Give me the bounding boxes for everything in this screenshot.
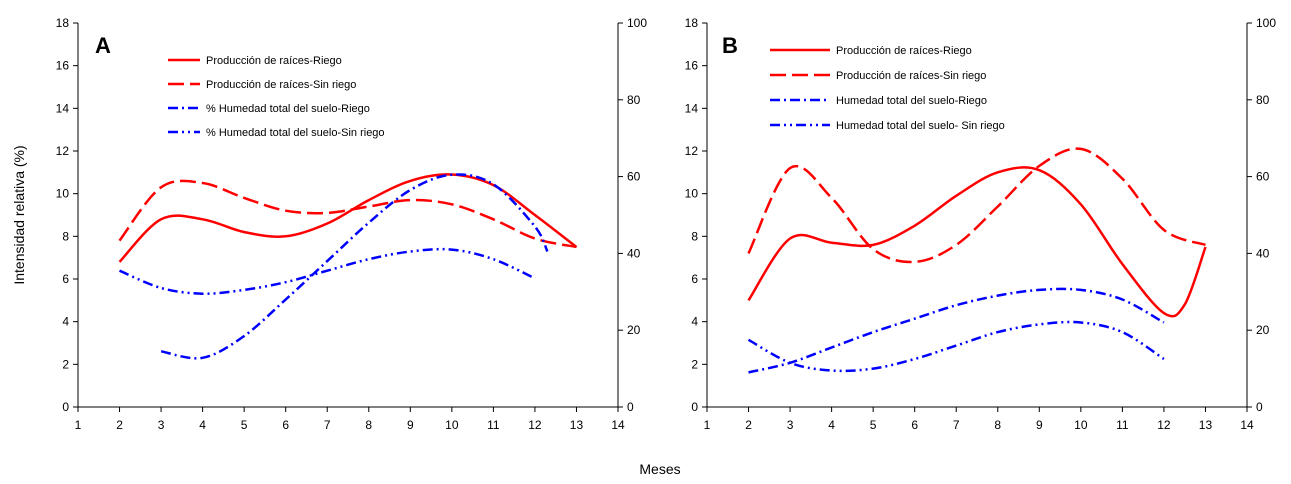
p2-x-tick-label: 7: [953, 418, 960, 432]
p1-panel-letter: A: [95, 33, 111, 58]
p1-legend-label-4: % Humedad total del suelo-Sin riego: [206, 127, 385, 139]
p1-y-tick-label: 14: [56, 101, 70, 115]
p2-x-tick-label: 4: [828, 418, 835, 432]
p1-x-tick-label: 5: [241, 418, 248, 432]
chart-panel-b: 1 2 3 4 5 6 7 8 9 10 11 12 13 14024681012141618020406…: [685, 16, 1277, 432]
p2-x-tick-label: 11: [1116, 418, 1129, 432]
p1-legend-label-3: % Humedad total del suelo-Riego: [206, 103, 370, 115]
p2-series-line-1: [747, 166, 1207, 318]
p1-series-line-2: [118, 179, 577, 249]
p1-x-tick-label: 14: [611, 418, 625, 432]
p2-x-tick-label: 13: [1199, 418, 1213, 432]
p2-x-tick-label: 3: [787, 418, 794, 432]
p2-panel-letter: B: [722, 33, 738, 58]
p1-legend-label-2: Producción de raíces-Sin riego: [206, 79, 356, 91]
p2-y-tick-label: 0: [691, 400, 698, 414]
p1-y-tick-label: 8: [62, 229, 69, 243]
p2-y2-tick-label: 60: [1256, 170, 1270, 184]
p1-x-tick-label: 9: [407, 418, 414, 432]
p1-y-tick-label: 16: [56, 59, 70, 73]
p1-y2-tick-label: 100: [627, 16, 647, 30]
p1-y2-tick-label: 40: [627, 246, 641, 260]
p1-x-tick-label: 1: [75, 418, 82, 432]
p1-x-tick-label: 7: [324, 418, 331, 432]
p2-y-tick-label: 4: [691, 315, 698, 329]
p2-x-tick-label: 8: [994, 418, 1001, 432]
p2-y-tick-label: 12: [685, 144, 699, 158]
chart-panel-a: 1 2 3 4 5 6 7 8 9 10 11 12 13 14024681012141618020406…: [56, 16, 648, 432]
p2-x-tick-label: 10: [1074, 418, 1088, 432]
p2-y-tick-label: 16: [685, 59, 699, 73]
p2-legend-label-2: Producción de raíces-Sin riego: [836, 70, 986, 82]
p2-x-tick-label: 1: [704, 418, 711, 432]
p2-x-tick-label: 5: [870, 418, 877, 432]
p2-y2-tick-label: 40: [1256, 246, 1270, 260]
p2-series-line-3: [748, 287, 1165, 374]
p1-y-tick-label: 18: [56, 16, 70, 30]
p2-series-line-2: [747, 147, 1206, 264]
p2-x-tick-label: 12: [1157, 418, 1171, 432]
p2-x-tick-label: 2: [745, 418, 752, 432]
p2-legend-label-4: Humedad total del suelo- Sin riego: [836, 120, 1005, 132]
p2-y-tick-label: 10: [685, 187, 699, 201]
p2-y-tick-label: 6: [691, 272, 698, 286]
p2-y-tick-label: 14: [685, 101, 699, 115]
p1-y2-tick-label: 0: [627, 400, 634, 414]
p1-y-tick-label: 4: [62, 315, 69, 329]
p1-x-tick-label: 11: [487, 418, 500, 432]
p2-series-line-4: [747, 320, 1165, 373]
p1-x-tick-label: 13: [570, 418, 584, 432]
p2-y-tick-label: 18: [685, 16, 699, 30]
p1-series-line-1: [118, 173, 578, 263]
p1-y2-tick-label: 60: [627, 170, 641, 184]
p1-y2-tick-label: 20: [627, 323, 641, 337]
p1-x-tick-label: 3: [158, 418, 165, 432]
p1-x-tick-label: 4: [199, 418, 206, 432]
p2-x-tick-label: 14: [1240, 418, 1254, 432]
p2-x-tick-label: 9: [1036, 418, 1043, 432]
x-axis-title: Meses: [639, 461, 680, 477]
p1-y-tick-label: 10: [56, 187, 70, 201]
p1-x-tick-label: 8: [365, 418, 372, 432]
p1-y-tick-label: 0: [62, 400, 69, 414]
p1-x-tick-label: 12: [528, 418, 542, 432]
p2-y2-tick-label: 100: [1256, 16, 1276, 30]
p2-legend-label-1: Producción de raíces-Riego: [836, 45, 972, 57]
p1-legend-label-1: Producción de raíces-Riego: [206, 55, 342, 67]
p1-series-line-4: [119, 247, 536, 295]
p2-x-tick-label: 6: [911, 418, 918, 432]
p1-series-line-3: [160, 173, 549, 360]
p1-y-tick-label: 6: [62, 272, 69, 286]
p2-legend-label-3: Humedad total del suelo-Riego: [836, 95, 987, 107]
p2-y2-tick-label: 20: [1256, 323, 1270, 337]
p2-y-tick-label: 2: [691, 357, 698, 371]
p2-y-tick-label: 8: [691, 229, 698, 243]
p2-y2-tick-label: 80: [1256, 93, 1270, 107]
p1-y-tick-label: 2: [62, 357, 69, 371]
y-axis-title: Intensidad relativa (%): [11, 145, 27, 284]
p1-x-tick-label: 6: [282, 418, 289, 432]
p1-y2-tick-label: 80: [627, 93, 641, 107]
p1-y-tick-label: 12: [56, 144, 70, 158]
p1-x-tick-label: 2: [116, 418, 123, 432]
p2-y2-tick-label: 0: [1256, 400, 1263, 414]
p1-x-tick-label: 10: [445, 418, 459, 432]
